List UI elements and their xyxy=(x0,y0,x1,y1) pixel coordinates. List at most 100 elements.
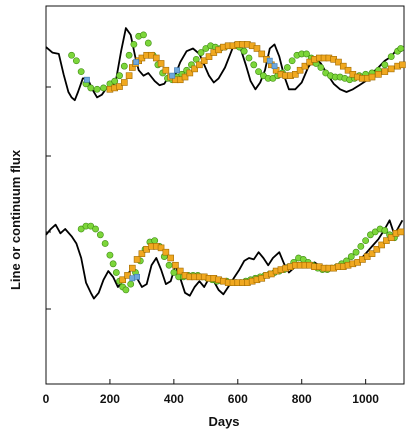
green-circle-point xyxy=(381,61,389,69)
x-tick-label: 800 xyxy=(292,392,312,406)
green-circle-point xyxy=(125,51,133,59)
x-tick-label: 1000 xyxy=(352,392,379,406)
orange-square-point xyxy=(162,66,170,74)
blue-point xyxy=(266,57,273,64)
orange-square-point xyxy=(205,53,213,60)
green-circle-point xyxy=(151,237,159,244)
orange-square-point xyxy=(397,228,405,236)
orange-square-point xyxy=(368,73,376,81)
orange-square-point xyxy=(368,250,376,257)
green-circle-point xyxy=(100,84,107,92)
green-circle-point xyxy=(109,260,117,268)
blue-point xyxy=(169,72,176,79)
green-circle-point xyxy=(288,57,296,65)
continuum-line xyxy=(45,27,403,102)
orange-square-point xyxy=(344,66,352,74)
orange-square-point xyxy=(387,65,395,73)
green-circle-point xyxy=(140,31,147,39)
green-circle-point xyxy=(255,68,262,75)
green-circle-point xyxy=(122,286,130,294)
green-circle-point xyxy=(87,84,95,92)
orange-square-point xyxy=(125,72,133,79)
x-tick-label: 400 xyxy=(164,392,184,406)
green-circle-point xyxy=(106,251,114,259)
orange-square-point xyxy=(335,58,342,66)
green-circle-point xyxy=(92,225,99,233)
green-circle-point xyxy=(397,45,405,52)
green-circle-point xyxy=(387,53,395,61)
green-circle-point xyxy=(72,57,80,65)
orange-square-point xyxy=(152,54,160,62)
green-circle-point xyxy=(240,47,248,55)
orange-square-point xyxy=(121,79,128,86)
orange-square-point xyxy=(172,261,179,269)
plot-border xyxy=(45,5,405,385)
green-circle-point xyxy=(77,68,85,75)
blue-point xyxy=(129,275,136,282)
orange-square-point xyxy=(157,60,165,67)
green-circle-point xyxy=(68,51,75,59)
orange-square-point xyxy=(253,45,261,52)
orange-square-point xyxy=(167,254,174,262)
orange-square-point xyxy=(296,66,304,74)
orange-square-point xyxy=(399,61,406,69)
green-circle-point xyxy=(165,261,173,269)
orange-square-point xyxy=(186,69,194,77)
orange-square-point xyxy=(176,267,184,275)
orange-square-point xyxy=(162,248,170,256)
green-circle-point xyxy=(245,54,253,62)
green-circle-point xyxy=(357,242,365,250)
green-circle-point xyxy=(130,41,138,48)
green-circle-point xyxy=(303,50,310,58)
green-circle-point xyxy=(112,269,120,276)
green-circle-point xyxy=(362,237,370,244)
blue-point xyxy=(271,63,278,70)
green-circle-point xyxy=(197,49,205,56)
orange-square-point xyxy=(138,250,146,257)
green-circle-point xyxy=(381,227,389,234)
x-tick-label: 200 xyxy=(100,392,120,406)
orange-square-point xyxy=(258,50,266,58)
green-circle-point xyxy=(317,64,325,71)
series-layer xyxy=(45,27,406,300)
green-circle-point xyxy=(127,280,135,288)
green-circle-point xyxy=(283,64,291,71)
green-circle-point xyxy=(144,39,152,47)
orange-square-point xyxy=(133,256,141,263)
orange-square-point xyxy=(301,62,309,70)
x-tick-label: 0 xyxy=(43,392,50,406)
axis-layer: 0 200 400 600 800 1000 xyxy=(43,86,379,406)
orange-square-point xyxy=(191,65,198,73)
green-circle-point xyxy=(116,72,123,80)
orange-square-point xyxy=(375,71,382,78)
green-circle-point xyxy=(120,62,128,70)
orange-square-point xyxy=(381,68,389,75)
blue-point xyxy=(133,59,140,65)
green-circle-point xyxy=(347,253,355,260)
orange-square-point xyxy=(181,73,189,81)
green-circle-point xyxy=(101,240,109,247)
green-circle-point xyxy=(111,77,119,85)
x-axis-label: Days xyxy=(208,414,239,429)
orange-square-point xyxy=(129,264,136,272)
orange-square-point xyxy=(373,246,381,253)
orange-square-point xyxy=(157,244,165,252)
x-tick-label: 600 xyxy=(228,392,248,406)
panel-1 xyxy=(45,27,406,102)
y-axis-label: Line or continuum flux xyxy=(8,149,23,290)
orange-square-point xyxy=(339,62,347,70)
green-circle-point xyxy=(170,269,178,276)
orange-square-point xyxy=(119,276,127,284)
green-circle-point xyxy=(250,61,258,69)
blue-point xyxy=(134,273,140,280)
plot-frame xyxy=(45,5,405,385)
blue-point xyxy=(174,67,180,74)
green-circle-point xyxy=(352,248,360,256)
orange-square-point xyxy=(196,61,203,69)
orange-square-point xyxy=(292,71,299,78)
blue-point xyxy=(84,76,90,83)
orange-square-point xyxy=(116,83,123,90)
orange-square-point xyxy=(124,272,131,279)
orange-square-point xyxy=(387,234,395,241)
